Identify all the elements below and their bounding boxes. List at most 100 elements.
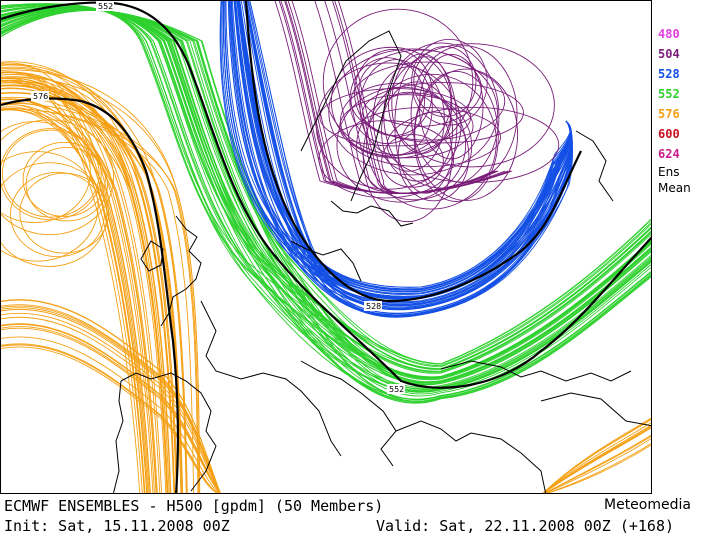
member-576-line bbox=[544, 438, 651, 493]
ensemble-map: 552 576 528 552 bbox=[0, 0, 652, 494]
member-552-line bbox=[1, 6, 651, 402]
member-576-loop bbox=[1, 162, 108, 267]
member-576-line bbox=[1, 336, 220, 493]
legend-item-504: 504 bbox=[658, 47, 680, 61]
contour-label-528: 528 bbox=[366, 302, 381, 311]
member-504-loop bbox=[340, 82, 452, 159]
member-576-line bbox=[1, 67, 183, 493]
member-504-loop bbox=[381, 134, 444, 188]
member-528-line bbox=[225, 1, 571, 288]
member-576-line bbox=[1, 104, 155, 493]
legend-ens-label: Ens bbox=[658, 165, 680, 179]
urals-coast bbox=[575, 130, 614, 202]
britain-coast bbox=[160, 215, 202, 327]
member-576-line bbox=[1, 312, 221, 493]
mean-528-line bbox=[244, 1, 582, 303]
member-576-loop bbox=[1, 128, 102, 221]
iberia-coast bbox=[120, 372, 217, 492]
member-576-line bbox=[1, 324, 221, 493]
member-528-line bbox=[245, 1, 573, 318]
member-576-line bbox=[1, 79, 154, 493]
member-504-loop bbox=[349, 57, 425, 144]
member-504-loop bbox=[336, 86, 467, 203]
member-552-line bbox=[1, 7, 651, 385]
out-of-domain-area bbox=[506, 1, 651, 223]
member-576-loop bbox=[1, 121, 91, 223]
turkey-coast bbox=[540, 392, 651, 427]
black-sea-coast bbox=[440, 360, 632, 382]
member-576-line bbox=[1, 108, 200, 493]
legend-item-600: 600 bbox=[658, 127, 680, 141]
balkan-coast bbox=[395, 420, 547, 493]
credit-label: Meteomedia bbox=[604, 497, 691, 513]
member-504-loop bbox=[386, 106, 560, 183]
legend-item-552: 552 bbox=[658, 87, 680, 101]
member-504-loop bbox=[397, 111, 470, 202]
member-504-loop bbox=[366, 73, 497, 210]
member-504-loop bbox=[328, 48, 498, 176]
member-528-line bbox=[244, 1, 573, 307]
contour-label-552-bottom: 552 bbox=[389, 385, 404, 394]
member-576-line bbox=[545, 443, 651, 493]
member-576-line bbox=[1, 327, 221, 493]
member-576-line bbox=[543, 434, 651, 493]
member-552-line bbox=[1, 6, 651, 372]
member-576-line bbox=[1, 107, 157, 493]
member-504-loop bbox=[410, 45, 518, 184]
member-504-loop bbox=[391, 53, 453, 154]
france-italy-coast bbox=[200, 300, 342, 457]
member-576-line bbox=[1, 71, 170, 493]
ensemble-mean-lines bbox=[1, 1, 651, 493]
member-576-line bbox=[1, 326, 221, 493]
member-552-line bbox=[1, 8, 651, 383]
legend: 480 504 528 552 576 600 624 Ens Mean bbox=[658, 24, 718, 196]
legend-mean-label: Mean bbox=[658, 181, 691, 195]
member-528-line bbox=[249, 1, 573, 314]
member-504-line bbox=[334, 1, 512, 194]
member-576-line bbox=[1, 108, 194, 493]
member-576-line bbox=[1, 309, 221, 493]
member-576-line bbox=[1, 99, 158, 493]
member-528-line bbox=[233, 1, 572, 308]
contour-label-576: 576 bbox=[33, 92, 48, 101]
member-504-line bbox=[285, 1, 497, 194]
contour-label-552-top: 552 bbox=[98, 2, 113, 11]
member-576-line bbox=[1, 98, 150, 493]
ensemble-members bbox=[1, 1, 651, 493]
valid-time: Valid: Sat, 22.11.2008 00Z (+168) bbox=[376, 517, 675, 535]
member-576-line bbox=[1, 77, 163, 493]
member-504-loop bbox=[330, 46, 452, 157]
member-576-line bbox=[1, 81, 169, 493]
member-576-line bbox=[1, 316, 221, 493]
member-504-loop bbox=[383, 42, 500, 189]
member-576-line bbox=[1, 346, 218, 493]
member-552-line bbox=[1, 5, 651, 388]
member-504-loop bbox=[388, 43, 555, 168]
member-576-line bbox=[1, 305, 221, 493]
member-576-loop bbox=[1, 129, 100, 218]
member-576-line bbox=[542, 422, 651, 493]
member-576-line bbox=[1, 307, 221, 493]
member-576-loop bbox=[1, 119, 115, 236]
member-504-loop bbox=[419, 53, 484, 160]
member-576-line bbox=[1, 87, 167, 493]
member-528-line bbox=[237, 1, 572, 294]
member-576-line bbox=[1, 103, 199, 493]
member-552-line bbox=[1, 4, 651, 393]
member-504-loop bbox=[411, 38, 488, 126]
baltic-coast bbox=[330, 200, 414, 227]
member-576-loop bbox=[1, 150, 99, 262]
member-576-loop bbox=[25, 147, 109, 222]
scandinavia-coast bbox=[300, 30, 402, 202]
member-576-line bbox=[1, 299, 221, 493]
member-576-loop bbox=[19, 172, 110, 254]
member-552-line bbox=[1, 4, 651, 389]
portugal-coast bbox=[112, 380, 124, 493]
member-552-line bbox=[1, 7, 651, 374]
member-528-line bbox=[229, 1, 572, 317]
member-576-line bbox=[543, 427, 651, 493]
member-552-line bbox=[1, 3, 651, 393]
legend-item-480: 480 bbox=[658, 27, 680, 41]
member-576-loop bbox=[22, 142, 106, 217]
spaghetti-plot: 552 576 528 552 bbox=[1, 1, 651, 493]
